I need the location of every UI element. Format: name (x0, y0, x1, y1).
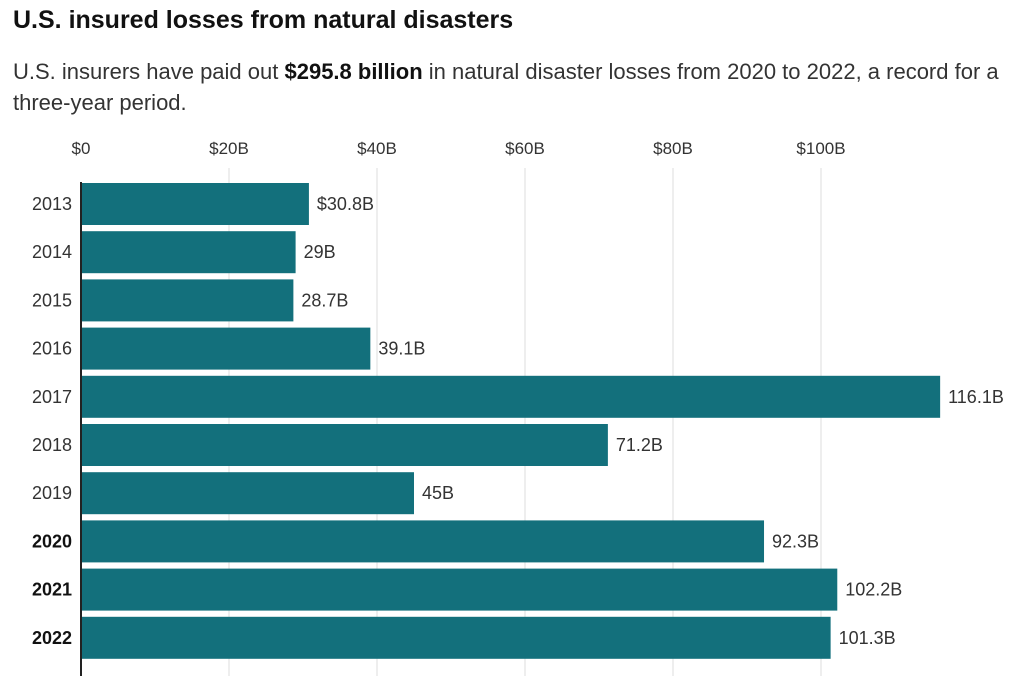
chart-title: U.S. insured losses from natural disaste… (13, 6, 514, 34)
value-label: 28.7B (301, 290, 348, 310)
bar-2013 (81, 183, 309, 225)
bar-2016 (81, 327, 371, 370)
category-label: 2020 (32, 531, 72, 551)
bar-2020 (81, 520, 765, 563)
x-tick-label: $60B (505, 139, 545, 158)
bar-2017 (81, 375, 941, 418)
category-label: 2017 (32, 387, 72, 407)
category-label: 2016 (32, 339, 72, 359)
bar-2021 (81, 568, 838, 611)
bar-2019 (81, 472, 414, 515)
x-axis-tick-labels: $0 $20B $40B $60B $80B $100B (72, 139, 846, 158)
category-label: 2022 (32, 628, 72, 648)
y-axis-category-labels: 2013 2014 2015 2016 2017 2018 2019 2020 2021 2022 (32, 194, 72, 648)
value-label: 45B (422, 483, 454, 503)
bar-2014 (81, 231, 296, 274)
bar-2022 (81, 616, 831, 659)
category-label: 2021 (32, 580, 72, 600)
category-label: 2015 (32, 290, 72, 310)
subtitle-highlight-amount: $295.8 billion (284, 59, 423, 84)
value-label: 102.2B (845, 580, 902, 600)
subtitle-text-end: in natural disaster losses from 2020 to … (13, 59, 999, 115)
value-label: 39.1B (378, 339, 425, 359)
value-label: 92.3B (772, 531, 819, 551)
category-label: 2014 (32, 242, 72, 262)
value-label: 101.3B (839, 628, 896, 648)
bar-2015 (81, 279, 294, 322)
x-tick-label: $100B (796, 139, 845, 158)
category-label: 2019 (32, 483, 72, 503)
bars (81, 183, 941, 659)
x-tick-label: $0 (72, 139, 91, 158)
chart-subtitle: U.S. insurers have paid out $295.8 billi… (13, 56, 1003, 118)
category-label: 2013 (32, 194, 72, 214)
bar-value-labels: $30.8B 29B 28.7B 39.1B 116.1B 71.2B 45B 92.3B 10… (301, 194, 1003, 648)
value-label: $30.8B (317, 194, 374, 214)
x-tick-label: $80B (653, 139, 693, 158)
bar-2018 (81, 424, 608, 466)
x-tick-label: $40B (357, 139, 397, 158)
value-label: 116.1B (948, 387, 1004, 407)
category-label: 2018 (32, 435, 72, 455)
value-label: 29B (304, 242, 336, 262)
x-tick-label: $20B (209, 139, 249, 158)
value-label: 71.2B (616, 435, 663, 455)
subtitle-text-start: U.S. insurers have paid out (13, 59, 285, 84)
